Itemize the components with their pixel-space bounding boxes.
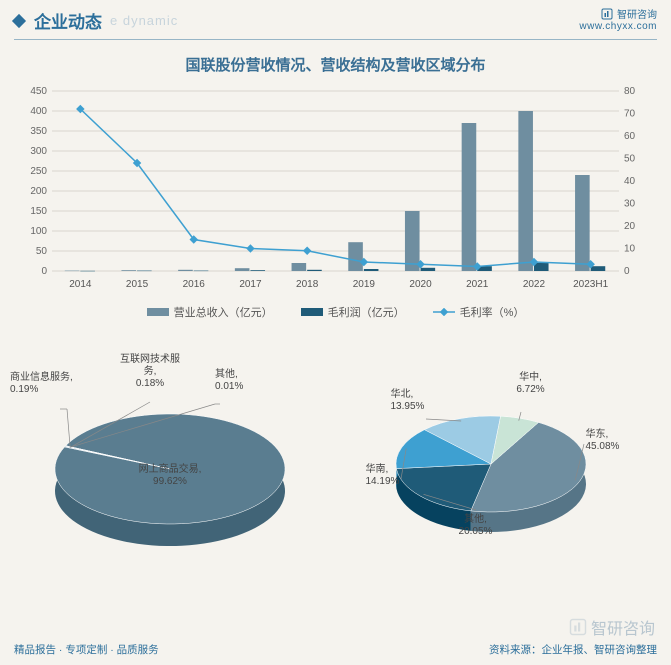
pie-right-svg xyxy=(336,334,671,569)
footer: 精品报告 · 专项定制 · 品质服务 资料来源：企业年报、智研咨询整理 xyxy=(14,642,657,657)
brand-logo-icon xyxy=(601,8,613,20)
pie-slice-label: 网上商品交易,99.62% xyxy=(135,464,205,488)
svg-text:150: 150 xyxy=(30,206,47,217)
svg-text:80: 80 xyxy=(624,86,636,97)
brand-box: 智研咨询 www.chyxx.com xyxy=(579,6,657,32)
legend-swatch xyxy=(301,308,323,316)
pie-slice-label: 互联网技术服务,0.18% xyxy=(115,354,185,390)
svg-text:250: 250 xyxy=(30,166,47,177)
svg-text:20: 20 xyxy=(624,221,636,232)
header: 企业动态 e dynamic 智研咨询 www.chyxx.com xyxy=(0,0,671,37)
legend-label: 毛利率（%） xyxy=(460,304,525,320)
svg-text:2023H1: 2023H1 xyxy=(573,279,608,290)
svg-text:350: 350 xyxy=(30,126,47,137)
svg-text:2022: 2022 xyxy=(523,279,546,290)
footer-right: 资料来源：企业年报、智研咨询整理 xyxy=(489,642,657,657)
svg-text:400: 400 xyxy=(30,106,47,117)
legend-item: 毛利率（%） xyxy=(433,304,525,320)
pie-slice-label: 商业信息服务,0.19% xyxy=(10,372,73,396)
svg-text:2015: 2015 xyxy=(126,279,149,290)
svg-text:0: 0 xyxy=(624,266,630,277)
svg-text:2021: 2021 xyxy=(466,279,489,290)
pie-left: 网上商品交易,99.62% 商业信息服务,0.19% 互联网技术服务,0.18% 其他… xyxy=(0,334,336,569)
svg-text:2020: 2020 xyxy=(409,279,432,290)
pie-slice-label: 其他,20.05% xyxy=(451,514,501,538)
svg-text:450: 450 xyxy=(30,86,47,97)
pie-row: 网上商品交易,99.62% 商业信息服务,0.19% 互联网技术服务,0.18% 其他… xyxy=(0,334,671,569)
chart-title: 国联股份营收情况、营收结构及营收区域分布 xyxy=(0,54,671,75)
svg-text:2016: 2016 xyxy=(183,279,206,290)
svg-text:30: 30 xyxy=(624,199,636,210)
svg-text:10: 10 xyxy=(624,244,636,255)
svg-text:2019: 2019 xyxy=(353,279,376,290)
svg-text:60: 60 xyxy=(624,131,636,142)
watermark-logo-icon xyxy=(569,618,587,636)
svg-text:100: 100 xyxy=(30,226,47,237)
legend-item: 营业总收入（亿元） xyxy=(147,304,273,320)
pie-slice-label: 华北,13.95% xyxy=(391,389,425,413)
legend-swatch xyxy=(433,308,455,316)
watermark: 智研咨询 xyxy=(569,615,655,639)
svg-text:200: 200 xyxy=(30,186,47,197)
pie-right: 华东,45.08% 其他,20.05% 华南,14.19% 华北,13.95% 华中,6… xyxy=(336,334,671,569)
pie-slice-label: 华南,14.19% xyxy=(366,464,400,488)
svg-text:70: 70 xyxy=(624,109,636,120)
diamond-icon xyxy=(12,13,26,27)
legend-item: 毛利润（亿元） xyxy=(301,304,405,320)
legend-swatch xyxy=(147,308,169,316)
combo-chart-svg: 0 50 100 150 200 250 300 350 400 450 0 10 20 30 40 50 60… xyxy=(14,85,657,295)
pie-slice-label: 华东,45.08% xyxy=(586,429,620,453)
footer-left: 精品报告 · 专项定制 · 品质服务 xyxy=(14,644,159,656)
pie-slice-label: 其他,0.01% xyxy=(215,369,243,393)
legend-label: 毛利润（亿元） xyxy=(328,304,405,320)
header-title-en: e dynamic xyxy=(110,13,178,28)
svg-text:50: 50 xyxy=(624,154,636,165)
svg-text:2014: 2014 xyxy=(69,279,92,290)
svg-text:40: 40 xyxy=(624,176,636,187)
header-title-cn: 企业动态 xyxy=(34,8,102,33)
pie-slice-label: 华中,6.72% xyxy=(506,372,556,396)
svg-text:2018: 2018 xyxy=(296,279,319,290)
svg-text:0: 0 xyxy=(41,266,47,277)
combo-chart: 0 50 100 150 200 250 300 350 400 450 0 10 20 30 40 50 60… xyxy=(14,85,657,320)
svg-text:2017: 2017 xyxy=(239,279,262,290)
legend-label: 营业总收入（亿元） xyxy=(174,304,273,320)
watermark-text: 智研咨询 xyxy=(591,615,655,639)
combo-legend: 营业总收入（亿元） 毛利润（亿元） 毛利率（%） xyxy=(14,304,657,320)
svg-text:50: 50 xyxy=(36,246,48,257)
brand-url: www.chyxx.com xyxy=(579,21,657,32)
header-divider xyxy=(14,39,657,40)
brand-name: 智研咨询 xyxy=(617,6,657,21)
svg-text:300: 300 xyxy=(30,146,47,157)
